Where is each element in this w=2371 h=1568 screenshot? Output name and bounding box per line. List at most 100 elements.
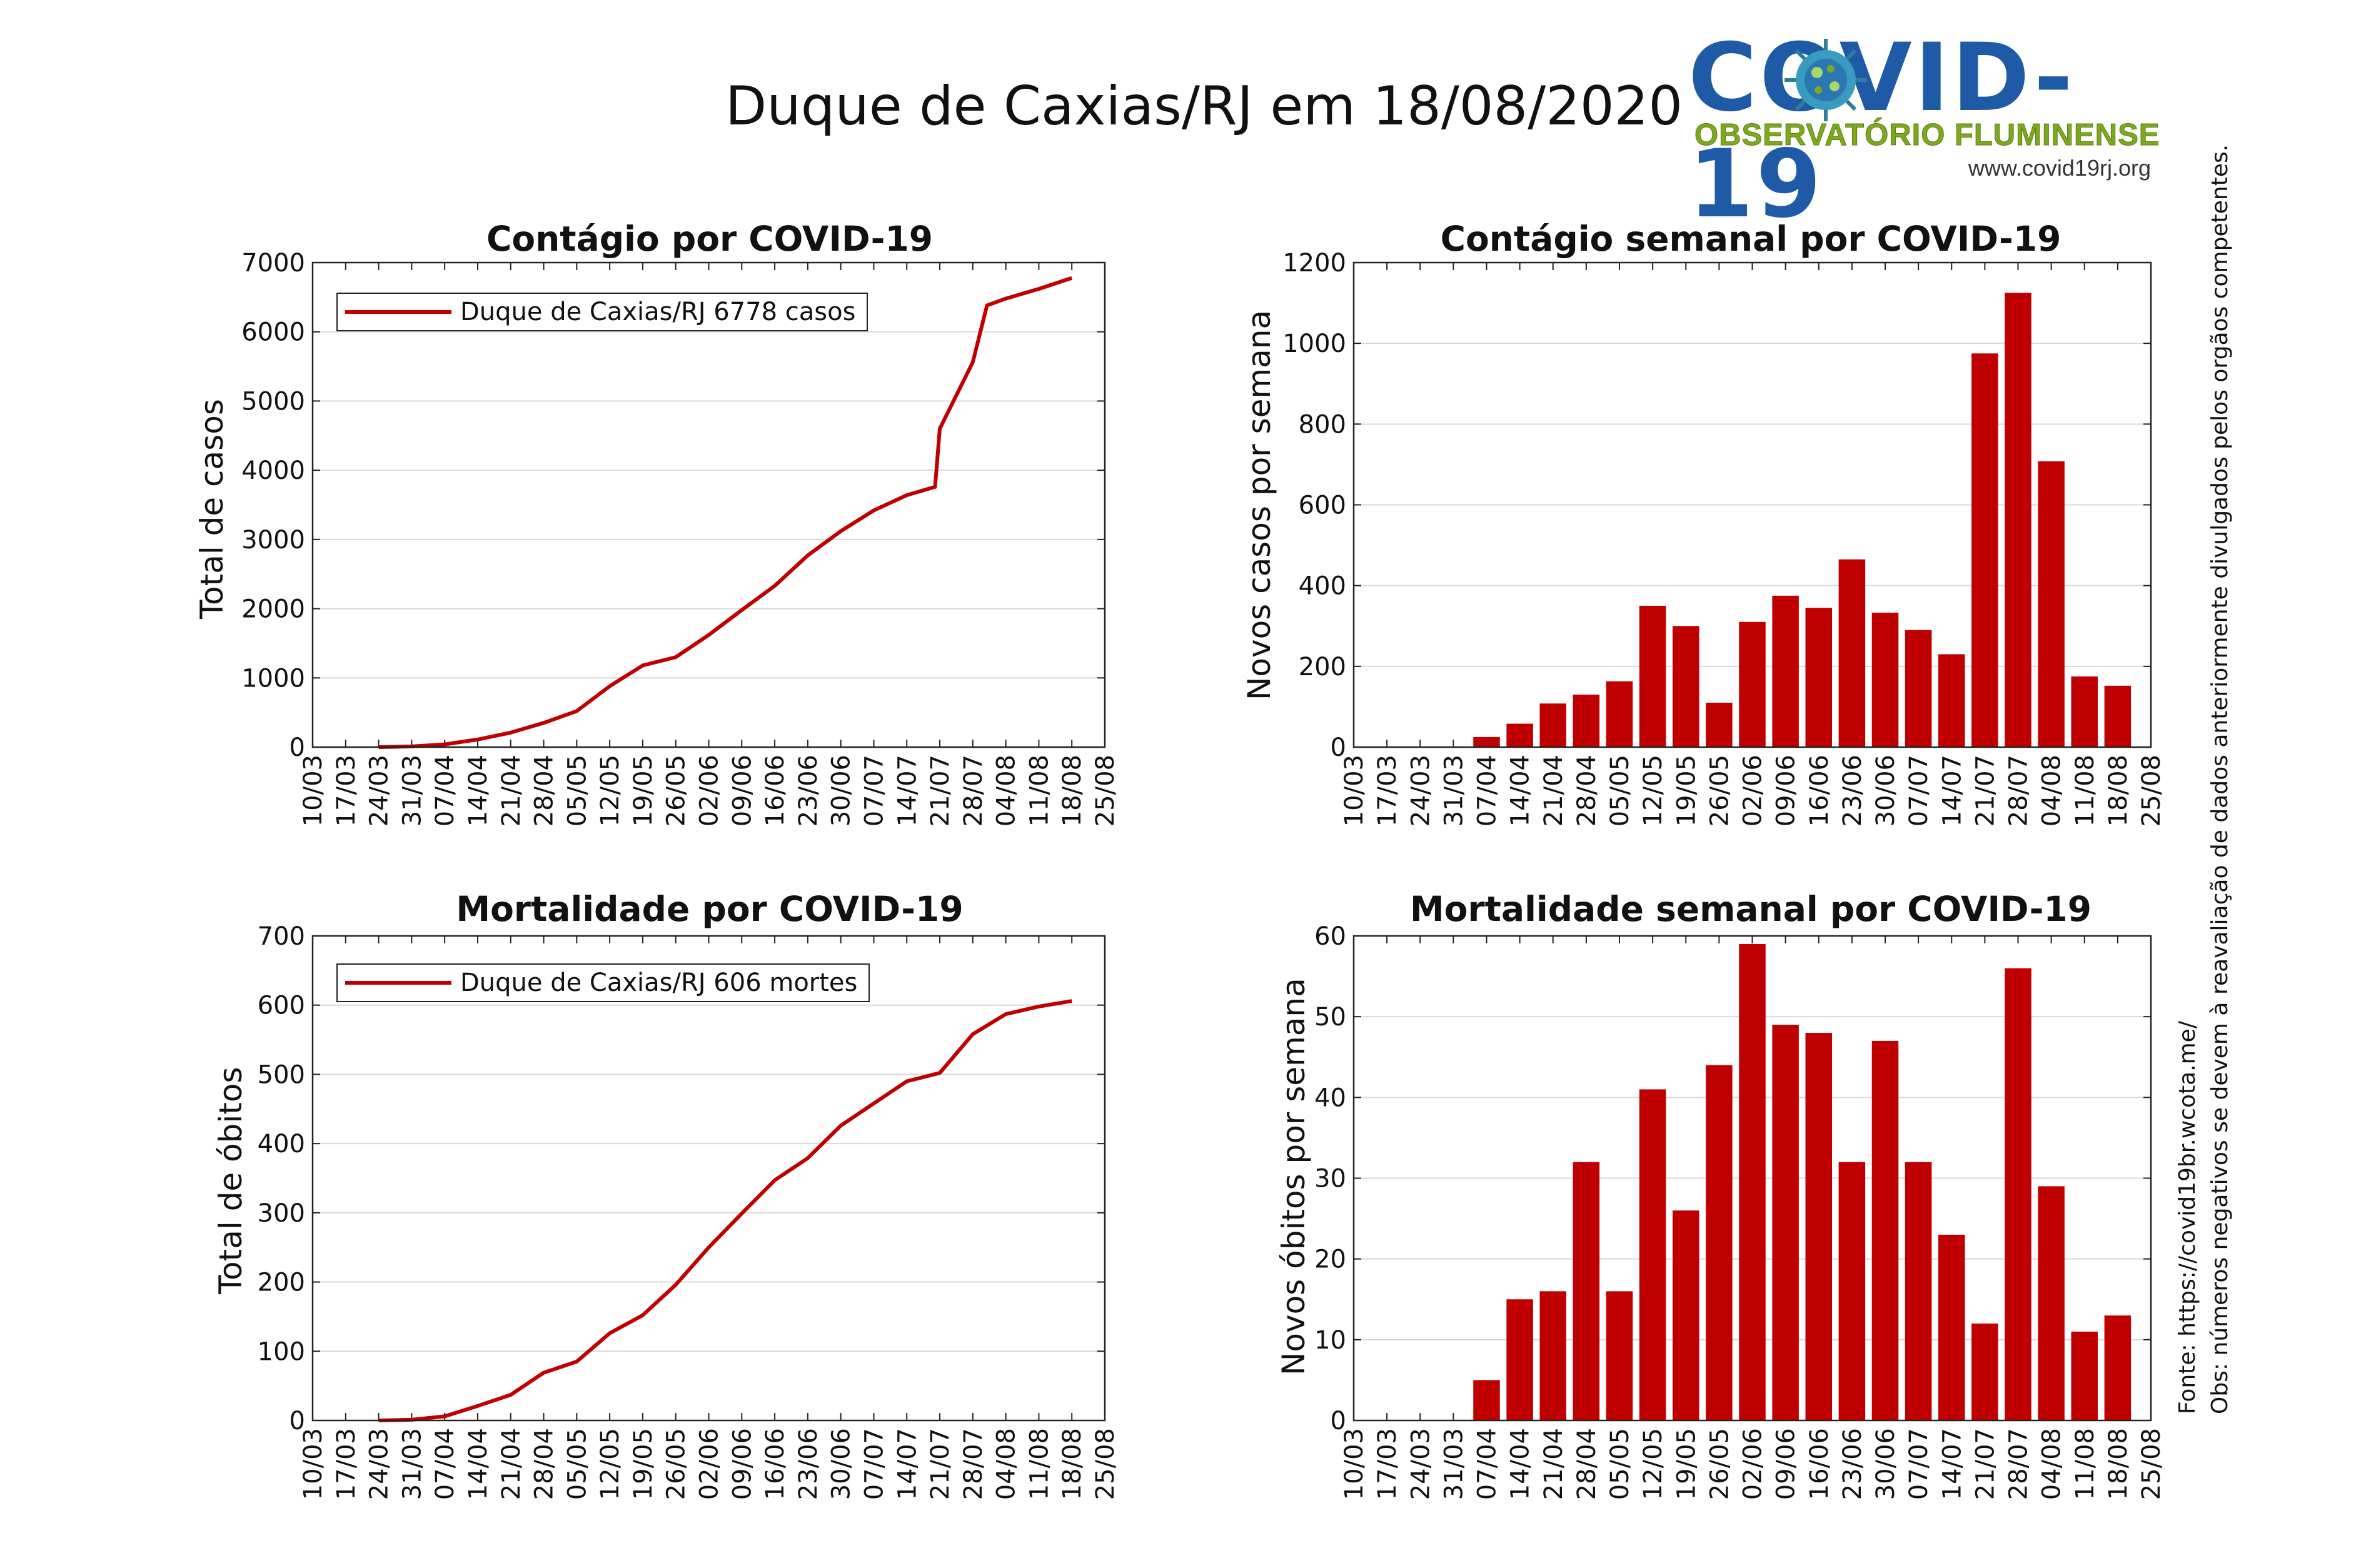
x-tick-label: 24/03 (1406, 1428, 1435, 1500)
y-tick-label: 300 (258, 1199, 305, 1228)
x-tick-label: 28/04 (530, 1428, 559, 1500)
y-tick-label: 0 (1331, 1407, 1346, 1435)
y-tick-label: 1000 (241, 664, 305, 693)
bar (1539, 703, 1566, 747)
bar (1473, 1380, 1500, 1420)
x-tick-label: 19/05 (629, 1428, 658, 1500)
plot-frame (1352, 935, 2152, 1422)
y-tick-label: 30 (1314, 1165, 1346, 1194)
x-tick-label: 21/07 (926, 1428, 955, 1500)
y-tick-label: 400 (258, 1130, 305, 1158)
x-tick-label: 16/06 (1805, 1428, 1834, 1500)
x-tick-label: 19/05 (629, 755, 658, 827)
x-tick-label: 12/05 (1639, 755, 1668, 827)
y-tick-label: 6000 (241, 318, 305, 347)
legend-line-icon (345, 981, 451, 985)
x-tick-label: 07/07 (860, 1428, 888, 1500)
x-tick-label: 23/06 (1838, 1428, 1867, 1500)
x-tick-label: 21/04 (1539, 1428, 1568, 1500)
x-tick-label: 24/03 (365, 755, 394, 827)
x-tick-label: 23/06 (794, 755, 823, 827)
x-tick-label: 17/03 (332, 1428, 361, 1500)
x-tick-label: 24/03 (365, 1428, 394, 1500)
bar (1606, 1291, 1633, 1420)
x-tick-label: 21/04 (1539, 755, 1568, 827)
x-tick-label: 17/03 (1373, 1428, 1402, 1500)
legend-cases: Duque de Caxias/RJ 6778 casos (336, 293, 868, 331)
bar (1938, 1234, 1965, 1420)
y-tick-label: 60 (1314, 922, 1346, 951)
x-tick-label: 05/05 (1606, 755, 1634, 827)
x-tick-label: 07/04 (1473, 755, 1502, 827)
x-tick-label: 10/03 (299, 1428, 328, 1500)
bar (1473, 736, 1500, 747)
x-tick-label: 28/04 (1573, 1428, 1601, 1500)
x-tick-label: 31/03 (1439, 1428, 1468, 1500)
x-tick-label: 12/05 (1639, 1428, 1668, 1500)
y-tick-label: 40 (1314, 1083, 1346, 1112)
series-line (378, 276, 1073, 749)
bar (1739, 943, 1766, 1420)
x-tick-label: 14/04 (1506, 1428, 1535, 1500)
x-tick-label: 04/08 (992, 1428, 1021, 1500)
bar (1772, 1025, 1799, 1420)
x-tick-label: 25/08 (1091, 755, 1120, 827)
y-tick-label: 1000 (1282, 329, 1346, 358)
x-tick-label: 02/06 (1739, 755, 1768, 827)
bar (2038, 461, 2065, 747)
x-tick-label: 19/05 (1672, 1428, 1701, 1500)
bar (1639, 605, 1666, 747)
x-tick-label: 09/06 (728, 1428, 757, 1500)
plot-frame (311, 261, 1106, 748)
x-tick-label: 14/04 (464, 755, 493, 827)
bar (2071, 676, 2098, 747)
x-tick-label: 04/08 (2038, 1428, 2066, 1500)
x-tick-label: 30/06 (1871, 755, 1900, 827)
x-tick-label: 30/06 (827, 1428, 856, 1500)
x-tick-label: 28/07 (959, 755, 988, 827)
bar (1772, 595, 1799, 747)
x-tick-label: 28/07 (959, 1428, 988, 1500)
legend-label-deaths: Duque de Caxias/RJ 606 mortes (460, 968, 858, 997)
x-tick-label: 07/04 (431, 1428, 460, 1500)
bar (1805, 608, 1832, 747)
x-tick-label: 12/05 (596, 1428, 625, 1500)
y-tick-label: 500 (258, 1060, 305, 1089)
x-tick-label: 26/05 (662, 1428, 691, 1500)
y-tick-label: 800 (1299, 410, 1346, 439)
x-tick-label: 02/06 (695, 755, 724, 827)
x-tick-label: 26/05 (1705, 1428, 1734, 1500)
x-tick-label: 09/06 (728, 755, 757, 827)
x-tick-label: 16/06 (1805, 755, 1834, 827)
x-tick-label: 17/03 (332, 755, 361, 827)
legend-line-icon (345, 310, 451, 314)
x-tick-label: 28/04 (530, 755, 559, 827)
bar (1506, 1299, 1533, 1420)
bar (2104, 1315, 2132, 1420)
x-tick-label: 31/03 (398, 755, 426, 827)
bar (1506, 723, 1533, 747)
x-tick-label: 12/05 (596, 755, 625, 827)
y-tick-label: 400 (1299, 572, 1346, 601)
x-tick-label: 14/07 (1938, 1428, 1966, 1500)
bar (1805, 1033, 1832, 1420)
y-tick-label: 200 (258, 1269, 305, 1297)
logo-subtitle: OBSERVATÓRIO FLUMINENSE (1694, 118, 2160, 153)
bar (1573, 695, 1600, 747)
x-tick-label: 21/07 (926, 755, 955, 827)
bar (1838, 559, 1866, 747)
x-tick-label: 10/03 (299, 755, 328, 827)
x-tick-label: 07/04 (1473, 1428, 1502, 1500)
x-tick-label: 04/08 (2038, 755, 2066, 827)
x-tick-label: 21/04 (497, 1428, 526, 1500)
logo-url: www.covid19rj.org (1968, 155, 2151, 181)
x-tick-label: 10/03 (1340, 755, 1369, 827)
x-tick-label: 23/06 (794, 1428, 823, 1500)
y-tick-label: 2000 (241, 595, 305, 624)
plot-frame (311, 935, 1106, 1422)
logo-word: COVID-19 (1688, 24, 2076, 239)
series-line (378, 999, 1072, 1422)
x-tick-label: 30/06 (1871, 1428, 1900, 1500)
bar (1606, 681, 1633, 747)
x-tick-label: 07/04 (431, 755, 460, 827)
